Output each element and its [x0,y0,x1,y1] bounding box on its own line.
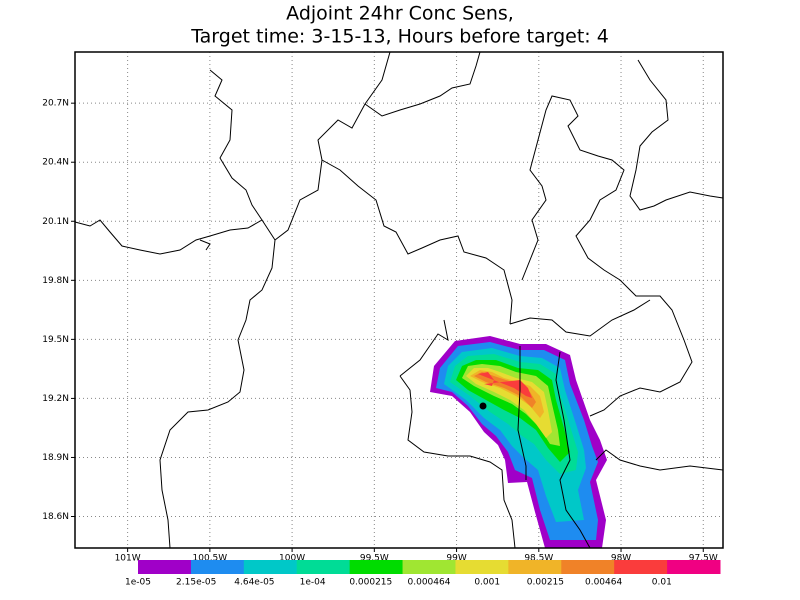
title-line: Adjoint 24hr Conc Sens, [286,3,514,25]
map-frame [74,51,724,549]
colorbar: 1e-05 2.15e-05 4.64e-05 1e-04 0.000215 0.0004… [125,560,721,588]
colorbar-label: 4.64e-05 [234,578,274,588]
colorbar-box [138,560,192,574]
axes: 20.7N 20.4N 20.1N 19.8N 19.5N 19.2N 18.9N 18.6N… [42,99,718,564]
colorbar-label: 0.000215 [349,578,392,588]
lat-tick-label: 18.9N [42,453,69,463]
grid [75,52,723,548]
lat-tick-label: 20.7N [42,99,69,109]
lat-tick-label: 18.6N [42,512,69,522]
colorbar-label: 1e-04 [300,578,326,588]
colorbar-label: 1e-05 [125,578,151,588]
lon-tick-label: 99.5W [360,554,389,564]
colorbar-box [667,560,721,574]
contour-fill [478,372,532,398]
colorbar-label: 0.00215 [527,578,564,588]
contour-fill [466,368,552,438]
lon-tick-label: 98W [611,554,631,564]
lon-tick-label: 98.5W [524,554,553,564]
colorbar-box [296,560,351,574]
colorbar-label: 0.01 [652,578,672,588]
lon-tick-label: 101W [115,554,141,564]
title-line: Target time: 3-15-13, Hours before targe… [190,26,609,48]
borders [74,51,724,549]
colorbar-box [190,560,245,574]
colorbar-box [243,560,298,574]
colorbar-box [508,560,562,574]
lon-tick-label: 100W [279,554,305,564]
lon-tick-label: 99W [446,554,466,564]
lon-tick-label: 97.5W [689,554,718,564]
contour-fill [474,372,536,408]
colorbar-box [402,560,456,574]
lat-tick-label: 19.5N [42,335,69,345]
lat-tick-label: 20.1N [42,217,69,227]
lat-tick-label: 19.8N [42,276,69,286]
colorbar-box [349,560,404,574]
colorbar-label: 0.001 [474,578,500,588]
colorbar-box [455,560,509,574]
lat-tick-label: 19.2N [42,394,69,404]
colorbar-label: 0.000464 [408,578,451,588]
colorbar-box [614,560,668,574]
lon-tick-label: 100.5W [193,554,228,564]
colorbar-box [561,560,615,574]
colorbar-label: 2.15e-05 [176,578,216,588]
colorbar-label: 0.00464 [585,578,622,588]
lat-tick-label: 20.4N [42,158,69,168]
target-point [479,402,487,410]
